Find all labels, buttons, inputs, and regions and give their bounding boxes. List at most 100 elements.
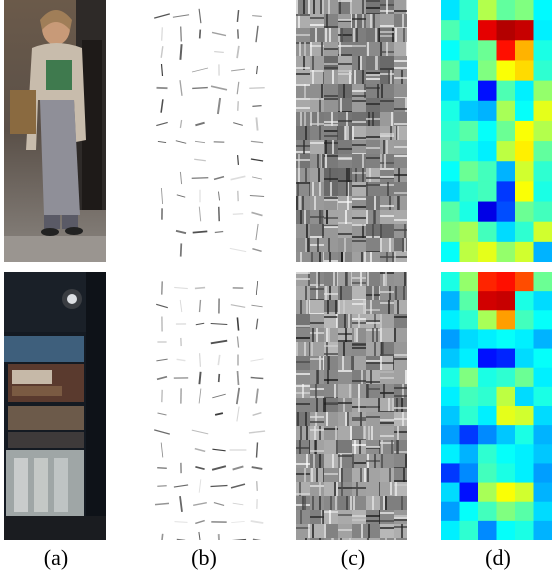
texture-block — [338, 0, 352, 14]
texture-stroke — [341, 252, 343, 262]
orientation-stroke — [160, 442, 164, 458]
texture-stroke — [394, 358, 407, 360]
texture-block — [338, 112, 352, 126]
texture-stroke — [380, 162, 394, 164]
texture-block — [352, 426, 366, 440]
heatmap-cell — [478, 425, 497, 445]
texture-block — [310, 252, 324, 262]
texture-stroke — [352, 282, 366, 284]
texture-stroke — [352, 224, 366, 226]
texture-block — [310, 168, 324, 182]
texture-stroke — [324, 67, 338, 69]
heatmap-cell — [515, 482, 534, 503]
label-c: (c) — [340, 545, 366, 570]
texture-stroke — [361, 370, 363, 384]
orientation-stroke — [256, 65, 258, 75]
heatmap-cell — [459, 272, 479, 292]
texture-stroke — [385, 272, 387, 286]
texture-stroke — [305, 126, 307, 140]
texture-stroke — [311, 252, 313, 262]
orientation-stroke — [198, 29, 202, 39]
orientation-stroke — [232, 465, 244, 471]
texture-stroke — [361, 524, 363, 538]
panel-a-bottom-photo — [4, 272, 106, 540]
texture-stroke — [338, 487, 352, 489]
texture-stroke — [362, 168, 364, 182]
orientation-stroke — [252, 247, 262, 253]
texture-stroke — [310, 17, 324, 19]
heatmap-cell — [478, 60, 497, 82]
orientation-stroke — [250, 358, 264, 362]
orientation-stroke — [195, 519, 205, 525]
texture-block — [310, 224, 324, 238]
texture-stroke — [315, 412, 317, 426]
texture-stroke — [324, 293, 338, 295]
texture-stroke — [296, 98, 310, 100]
texture-stroke — [355, 168, 357, 182]
orientation-stroke — [199, 353, 201, 367]
texture-stroke — [372, 224, 374, 238]
texture-stroke — [324, 178, 338, 180]
texture-stroke — [338, 54, 352, 56]
texture-stroke — [338, 73, 352, 75]
orientation-stroke — [193, 502, 207, 506]
heatmap-cell — [515, 329, 534, 350]
texture-stroke — [310, 322, 324, 324]
texture-stroke — [352, 487, 366, 489]
heatmap-cell — [441, 20, 460, 41]
texture-stroke — [352, 144, 366, 146]
heatmap-cell — [441, 482, 460, 503]
heatmap-cell — [441, 181, 460, 203]
orientation-stroke — [252, 15, 262, 17]
texture-block — [366, 482, 380, 496]
orientation-field — [154, 280, 266, 540]
orientation-stroke — [157, 484, 167, 488]
texture-block — [366, 342, 380, 356]
texture-stroke — [394, 229, 407, 231]
texture-stroke — [345, 210, 347, 224]
texture-block — [380, 468, 394, 482]
texture-stroke — [334, 384, 336, 398]
heatmap-cell — [478, 201, 497, 223]
texture-stroke — [315, 28, 317, 42]
texture-stroke — [338, 514, 352, 516]
texture-stroke — [348, 314, 350, 328]
texture-stroke — [304, 84, 306, 98]
heatmap-cell — [478, 20, 497, 41]
texture-stroke — [380, 520, 394, 522]
texture-stroke — [366, 309, 380, 311]
texture-stroke — [380, 100, 394, 102]
texture-stroke — [396, 398, 398, 412]
texture-block — [296, 328, 310, 342]
texture-stroke — [364, 426, 366, 440]
orientation-stroke — [195, 465, 205, 471]
texture-stroke — [324, 199, 338, 201]
texture-stroke — [343, 398, 345, 412]
texture-stroke — [296, 463, 310, 465]
heatmap-cell — [533, 161, 552, 182]
orientation-stroke — [161, 27, 163, 41]
orientation-stroke — [251, 176, 263, 180]
texture-stroke — [394, 108, 407, 110]
orientation-stroke — [251, 211, 263, 217]
texture-block — [352, 182, 366, 196]
heatmap-cell — [533, 100, 552, 122]
texture-stroke — [340, 454, 342, 468]
heatmap-cell — [459, 444, 479, 464]
texture-block — [338, 154, 352, 168]
texture-stroke — [296, 107, 310, 109]
heatmap-cell — [515, 406, 534, 426]
heatmap-cell — [496, 20, 516, 41]
texture-stroke — [380, 371, 394, 373]
orientation-stroke — [192, 230, 208, 234]
texture-stroke — [406, 42, 407, 56]
texture-stroke — [319, 426, 321, 440]
texture-stroke — [316, 370, 318, 384]
texture-stroke — [296, 34, 310, 36]
heatmap-cell — [459, 80, 479, 102]
texture-stroke — [394, 431, 407, 433]
orientation-stroke — [198, 479, 202, 493]
texture-stroke — [380, 314, 382, 328]
texture-stroke — [330, 496, 332, 510]
texture-stroke — [296, 447, 310, 449]
